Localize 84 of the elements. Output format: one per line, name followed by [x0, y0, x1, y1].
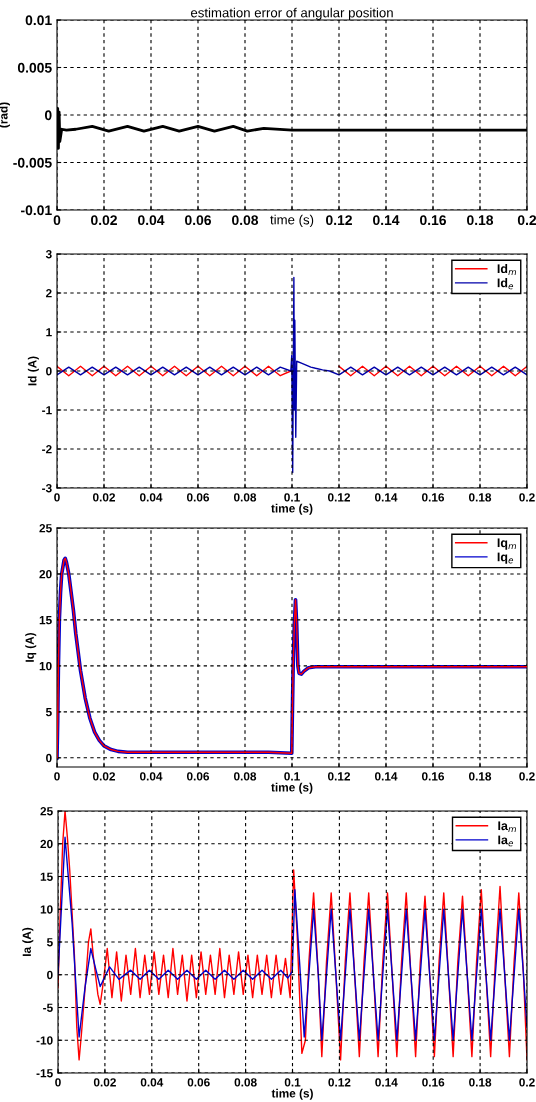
- x-tick-label: 0.04: [138, 215, 165, 226]
- y-tick-label: 15: [40, 872, 53, 881]
- x-tick-label: 0.16: [420, 215, 447, 226]
- legend-label: Ia$_{e}$: [498, 835, 514, 847]
- x-tick-label: 0.08: [233, 493, 257, 502]
- x-tick-label: 0.12: [327, 772, 351, 781]
- y-tick-label: 2: [45, 289, 52, 298]
- y-tick-label: -10: [36, 1036, 53, 1045]
- y-tick-label: 10: [40, 905, 53, 914]
- x-tick-label: 0.18: [469, 1078, 492, 1087]
- x-tick-label: 0.12: [327, 493, 351, 502]
- x-tick-label: 0.14: [374, 493, 398, 502]
- x-tick-label: 0.04: [140, 1078, 164, 1087]
- legend-label: Id$_{m}$: [497, 263, 517, 276]
- x-tick-label: 0.06: [187, 1078, 210, 1087]
- y-tick-label: 10: [39, 661, 52, 671]
- y-tick-label: -5: [43, 1003, 53, 1012]
- x-tick-label: 0: [53, 215, 61, 226]
- x-tick-label: 0: [54, 772, 60, 781]
- y-tick-label: 0: [46, 753, 52, 763]
- x-tick-label: 0.1: [284, 772, 300, 781]
- y-tick-label: -3: [42, 484, 52, 493]
- x-tick-label: 0.12: [328, 1078, 351, 1087]
- x-tick-label: 0.06: [186, 493, 210, 502]
- x-tick-label: 0.14: [375, 1078, 398, 1087]
- x-axis-title: time (s): [271, 1088, 313, 1100]
- y-tick-label: -0.01: [21, 205, 52, 216]
- x-tick-label: 0.2: [519, 1078, 535, 1087]
- x-tick-label: 0.04: [139, 493, 163, 502]
- x-tick-label: 0.02: [93, 1078, 116, 1087]
- x-tick-label: 0: [54, 493, 60, 502]
- x-axis-title: time (s): [271, 782, 313, 794]
- x-tick-label: 0.2: [519, 493, 535, 502]
- y-tick-label: 5: [46, 938, 53, 947]
- x-tick-label: 0.08: [232, 215, 259, 226]
- y-tick-label: -15: [36, 1069, 53, 1078]
- x-tick-label: 0.06: [185, 215, 212, 226]
- y-tick-label: 0: [46, 367, 52, 376]
- y-tick-label: 25: [39, 524, 52, 533]
- y-tick-label: -0.005: [13, 157, 52, 168]
- x-tick-label: 0.1: [284, 1078, 301, 1087]
- x-tick-label: 0.14: [373, 215, 400, 226]
- x-axis-title: time (s): [270, 214, 314, 228]
- x-tick-label: 0.18: [467, 215, 494, 226]
- x-tick-label: 0: [55, 1078, 61, 1087]
- y-tick-label: 0: [47, 970, 53, 980]
- legend-label: Iq$_{e}$: [497, 552, 514, 564]
- x-tick-label: 0.14: [374, 772, 398, 781]
- y-tick-label: -1: [42, 406, 52, 415]
- x-tick-label: 0.08: [234, 1078, 257, 1087]
- x-tick-label: 0.04: [139, 772, 163, 781]
- x-tick-label: 0.18: [468, 772, 492, 781]
- x-tick-label: 0.06: [186, 772, 210, 781]
- x-tick-label: 0.16: [421, 493, 445, 502]
- y-tick-label: 0: [44, 110, 52, 121]
- y-axis-title: Id (A): [27, 356, 39, 386]
- y-tick-label: 3: [45, 250, 52, 259]
- x-tick-label: 0.02: [91, 215, 117, 226]
- x-tick-label: 0.1: [284, 493, 300, 502]
- legend-label: Id$_{e}$: [497, 278, 514, 290]
- x-tick-label: 0.02: [92, 493, 116, 502]
- y-tick-label: 20: [39, 570, 52, 579]
- x-tick-label: 0.16: [422, 1078, 445, 1087]
- y-axis-title: Ia (A): [22, 927, 34, 956]
- y-tick-label: 0.005: [17, 62, 52, 73]
- x-tick-label: 0.2: [517, 215, 536, 226]
- legend-label: Ia$_{m}$: [498, 821, 516, 833]
- x-tick-label: 0.02: [92, 772, 116, 781]
- x-tick-label: 0.08: [233, 772, 257, 781]
- y-tick-label: 5: [45, 708, 52, 717]
- chart-title: estimation error of angular position: [190, 7, 393, 20]
- x-tick-label: 0.12: [326, 215, 352, 226]
- y-axis-title: Iq (A): [25, 633, 37, 662]
- x-tick-label: 0.18: [468, 493, 492, 502]
- x-tick-label: 0.2: [519, 772, 535, 781]
- x-tick-label: 0.16: [421, 772, 445, 781]
- legend-label: Iq$_{m}$: [497, 538, 517, 550]
- y-tick-label: 15: [39, 616, 52, 625]
- y-tick-label: 0.01: [25, 15, 52, 26]
- y-tick-label: -2: [42, 445, 52, 454]
- y-tick-label: 20: [40, 839, 53, 849]
- y-tick-label: 1: [46, 328, 52, 337]
- y-tick-label: 25: [40, 807, 53, 816]
- x-axis-title: time (s): [271, 503, 313, 515]
